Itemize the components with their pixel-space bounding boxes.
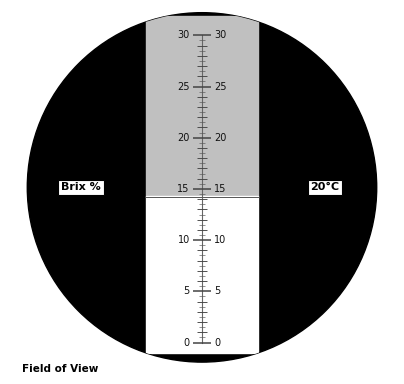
Circle shape — [27, 13, 377, 362]
Text: 10: 10 — [214, 235, 227, 245]
Text: 15: 15 — [214, 184, 227, 194]
Text: 30: 30 — [214, 30, 227, 40]
Text: 20°C: 20°C — [310, 182, 339, 192]
Text: 15: 15 — [177, 184, 190, 194]
Text: 0: 0 — [214, 338, 221, 348]
Text: 5: 5 — [183, 286, 190, 296]
Text: 20: 20 — [214, 133, 227, 143]
Text: 5: 5 — [214, 286, 221, 296]
Text: 20: 20 — [177, 133, 190, 143]
Bar — [146, 196, 258, 353]
Text: Field of View: Field of View — [21, 364, 98, 374]
Text: 25: 25 — [214, 81, 227, 91]
Text: 25: 25 — [177, 81, 190, 91]
Text: 10: 10 — [177, 235, 190, 245]
Text: 30: 30 — [177, 30, 190, 40]
Bar — [146, 16, 258, 197]
Text: 0: 0 — [183, 338, 190, 348]
Text: Brix %: Brix % — [61, 182, 101, 192]
